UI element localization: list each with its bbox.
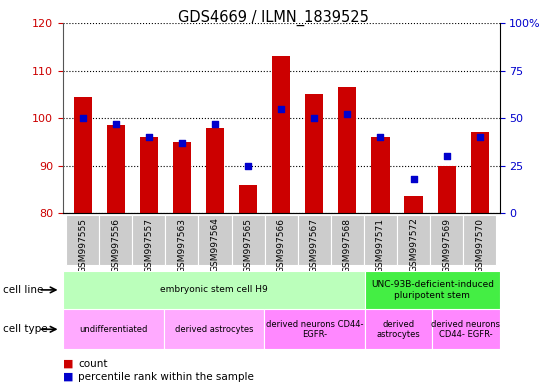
Bar bbox=[405, 197, 423, 213]
Text: UNC-93B-deficient-induced
pluripotent stem: UNC-93B-deficient-induced pluripotent st… bbox=[371, 280, 494, 300]
Bar bbox=[74, 97, 92, 213]
Text: count: count bbox=[78, 359, 108, 369]
Text: cell type: cell type bbox=[3, 324, 48, 334]
Point bbox=[376, 134, 385, 140]
Text: GSM997569: GSM997569 bbox=[442, 217, 451, 273]
Bar bbox=[437, 166, 456, 213]
Bar bbox=[173, 142, 191, 213]
Point bbox=[343, 111, 352, 118]
Bar bbox=[339, 87, 357, 213]
FancyBboxPatch shape bbox=[165, 215, 198, 265]
FancyBboxPatch shape bbox=[63, 309, 164, 349]
Text: undifferentiated: undifferentiated bbox=[79, 325, 147, 334]
Text: GSM997571: GSM997571 bbox=[376, 217, 385, 273]
Point bbox=[310, 115, 319, 121]
Bar bbox=[239, 185, 257, 213]
FancyBboxPatch shape bbox=[432, 309, 500, 349]
Text: derived
astrocytes: derived astrocytes bbox=[377, 319, 420, 339]
Text: embryonic stem cell H9: embryonic stem cell H9 bbox=[160, 285, 268, 295]
FancyBboxPatch shape bbox=[99, 215, 132, 265]
Point bbox=[111, 121, 120, 127]
Text: GSM997567: GSM997567 bbox=[310, 217, 319, 273]
Text: GSM997565: GSM997565 bbox=[244, 217, 253, 273]
FancyBboxPatch shape bbox=[66, 215, 99, 265]
Text: GSM997568: GSM997568 bbox=[343, 217, 352, 273]
Text: GDS4669 / ILMN_1839525: GDS4669 / ILMN_1839525 bbox=[177, 10, 369, 26]
Point bbox=[78, 115, 87, 121]
Point bbox=[277, 106, 286, 112]
Text: derived neurons CD44-
EGFR-: derived neurons CD44- EGFR- bbox=[266, 319, 364, 339]
Bar bbox=[106, 125, 125, 213]
FancyBboxPatch shape bbox=[232, 215, 265, 265]
FancyBboxPatch shape bbox=[365, 309, 432, 349]
Point bbox=[244, 162, 252, 169]
Text: GSM997572: GSM997572 bbox=[409, 217, 418, 272]
Text: GSM997564: GSM997564 bbox=[211, 217, 219, 272]
FancyBboxPatch shape bbox=[397, 215, 430, 265]
FancyBboxPatch shape bbox=[364, 215, 397, 265]
Bar bbox=[305, 94, 323, 213]
Text: ■: ■ bbox=[63, 372, 73, 382]
Text: GSM997556: GSM997556 bbox=[111, 217, 120, 273]
FancyBboxPatch shape bbox=[264, 309, 365, 349]
FancyBboxPatch shape bbox=[132, 215, 165, 265]
Text: ■: ■ bbox=[63, 359, 73, 369]
FancyBboxPatch shape bbox=[430, 215, 463, 265]
Text: GSM997570: GSM997570 bbox=[475, 217, 484, 273]
Text: GSM997557: GSM997557 bbox=[144, 217, 153, 273]
FancyBboxPatch shape bbox=[63, 271, 365, 309]
FancyBboxPatch shape bbox=[298, 215, 331, 265]
Bar bbox=[206, 127, 224, 213]
Bar bbox=[140, 137, 158, 213]
Bar bbox=[371, 137, 389, 213]
FancyBboxPatch shape bbox=[198, 215, 232, 265]
FancyBboxPatch shape bbox=[365, 271, 500, 309]
Point bbox=[145, 134, 153, 140]
Text: GSM997555: GSM997555 bbox=[78, 217, 87, 273]
Point bbox=[177, 140, 186, 146]
FancyBboxPatch shape bbox=[164, 309, 264, 349]
Text: derived astrocytes: derived astrocytes bbox=[175, 325, 253, 334]
Point bbox=[476, 134, 484, 140]
Text: derived neurons
CD44- EGFR-: derived neurons CD44- EGFR- bbox=[431, 319, 501, 339]
FancyBboxPatch shape bbox=[463, 215, 496, 265]
Text: GSM997563: GSM997563 bbox=[177, 217, 186, 273]
Point bbox=[442, 153, 451, 159]
Point bbox=[409, 176, 418, 182]
FancyBboxPatch shape bbox=[331, 215, 364, 265]
Bar bbox=[471, 132, 489, 213]
Point bbox=[211, 121, 219, 127]
Text: percentile rank within the sample: percentile rank within the sample bbox=[78, 372, 254, 382]
Text: GSM997566: GSM997566 bbox=[277, 217, 286, 273]
Text: cell line: cell line bbox=[3, 285, 43, 295]
FancyBboxPatch shape bbox=[265, 215, 298, 265]
Bar bbox=[272, 56, 290, 213]
